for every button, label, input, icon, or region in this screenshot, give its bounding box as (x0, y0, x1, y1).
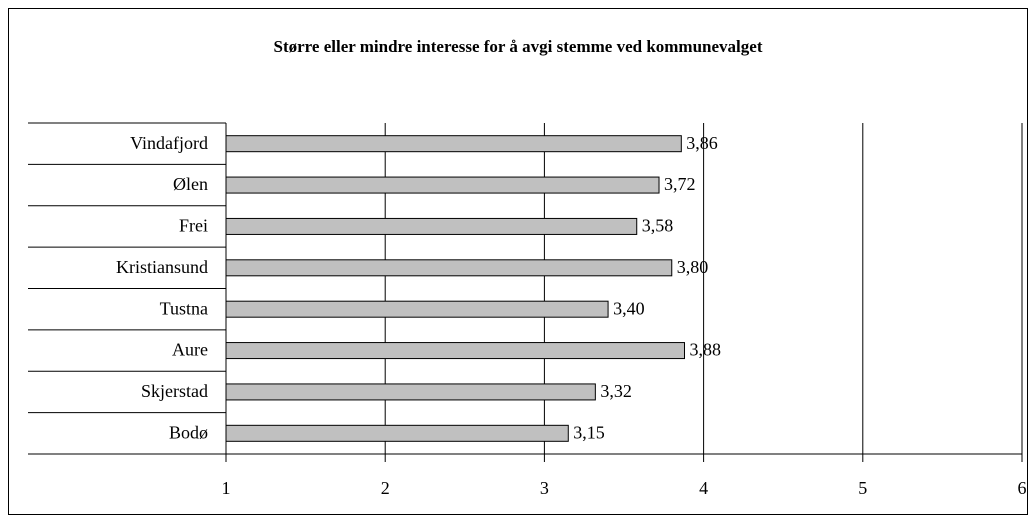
y-tick-label: Kristiansund (116, 257, 208, 277)
value-label: 3,72 (664, 174, 696, 194)
value-label: 3,86 (686, 133, 718, 153)
bar (225, 383, 596, 401)
bar (225, 176, 660, 194)
y-tick-label: Bodø (169, 422, 208, 442)
x-tick-label: 2 (381, 478, 390, 498)
y-tick-label: Aure (172, 340, 208, 360)
y-tick-label: Ølen (173, 174, 208, 194)
value-label: 3,40 (613, 298, 645, 318)
value-label: 3,32 (600, 381, 632, 401)
value-label: 3,88 (689, 340, 721, 360)
y-tick-label: Vindafjord (130, 133, 208, 153)
x-tick-label: 5 (858, 478, 867, 498)
y-tick-label: Skjerstad (141, 381, 208, 401)
x-tick-label: 1 (222, 478, 231, 498)
bar (225, 135, 682, 153)
value-label: 3,58 (642, 216, 674, 236)
x-tick-label: 3 (540, 478, 549, 498)
value-label: 3,80 (677, 257, 709, 277)
bar (225, 300, 609, 318)
value-label: 3,15 (573, 422, 605, 442)
bar (225, 342, 685, 360)
x-tick-label: 4 (699, 478, 708, 498)
bar (225, 259, 673, 277)
bar (225, 217, 638, 235)
y-tick-label: Frei (179, 216, 208, 236)
bar (225, 424, 569, 442)
y-tick-label: Tustna (160, 298, 208, 318)
x-tick-label: 6 (1018, 478, 1027, 498)
chart-title: Større eller mindre interesse for å avgi… (274, 37, 763, 56)
